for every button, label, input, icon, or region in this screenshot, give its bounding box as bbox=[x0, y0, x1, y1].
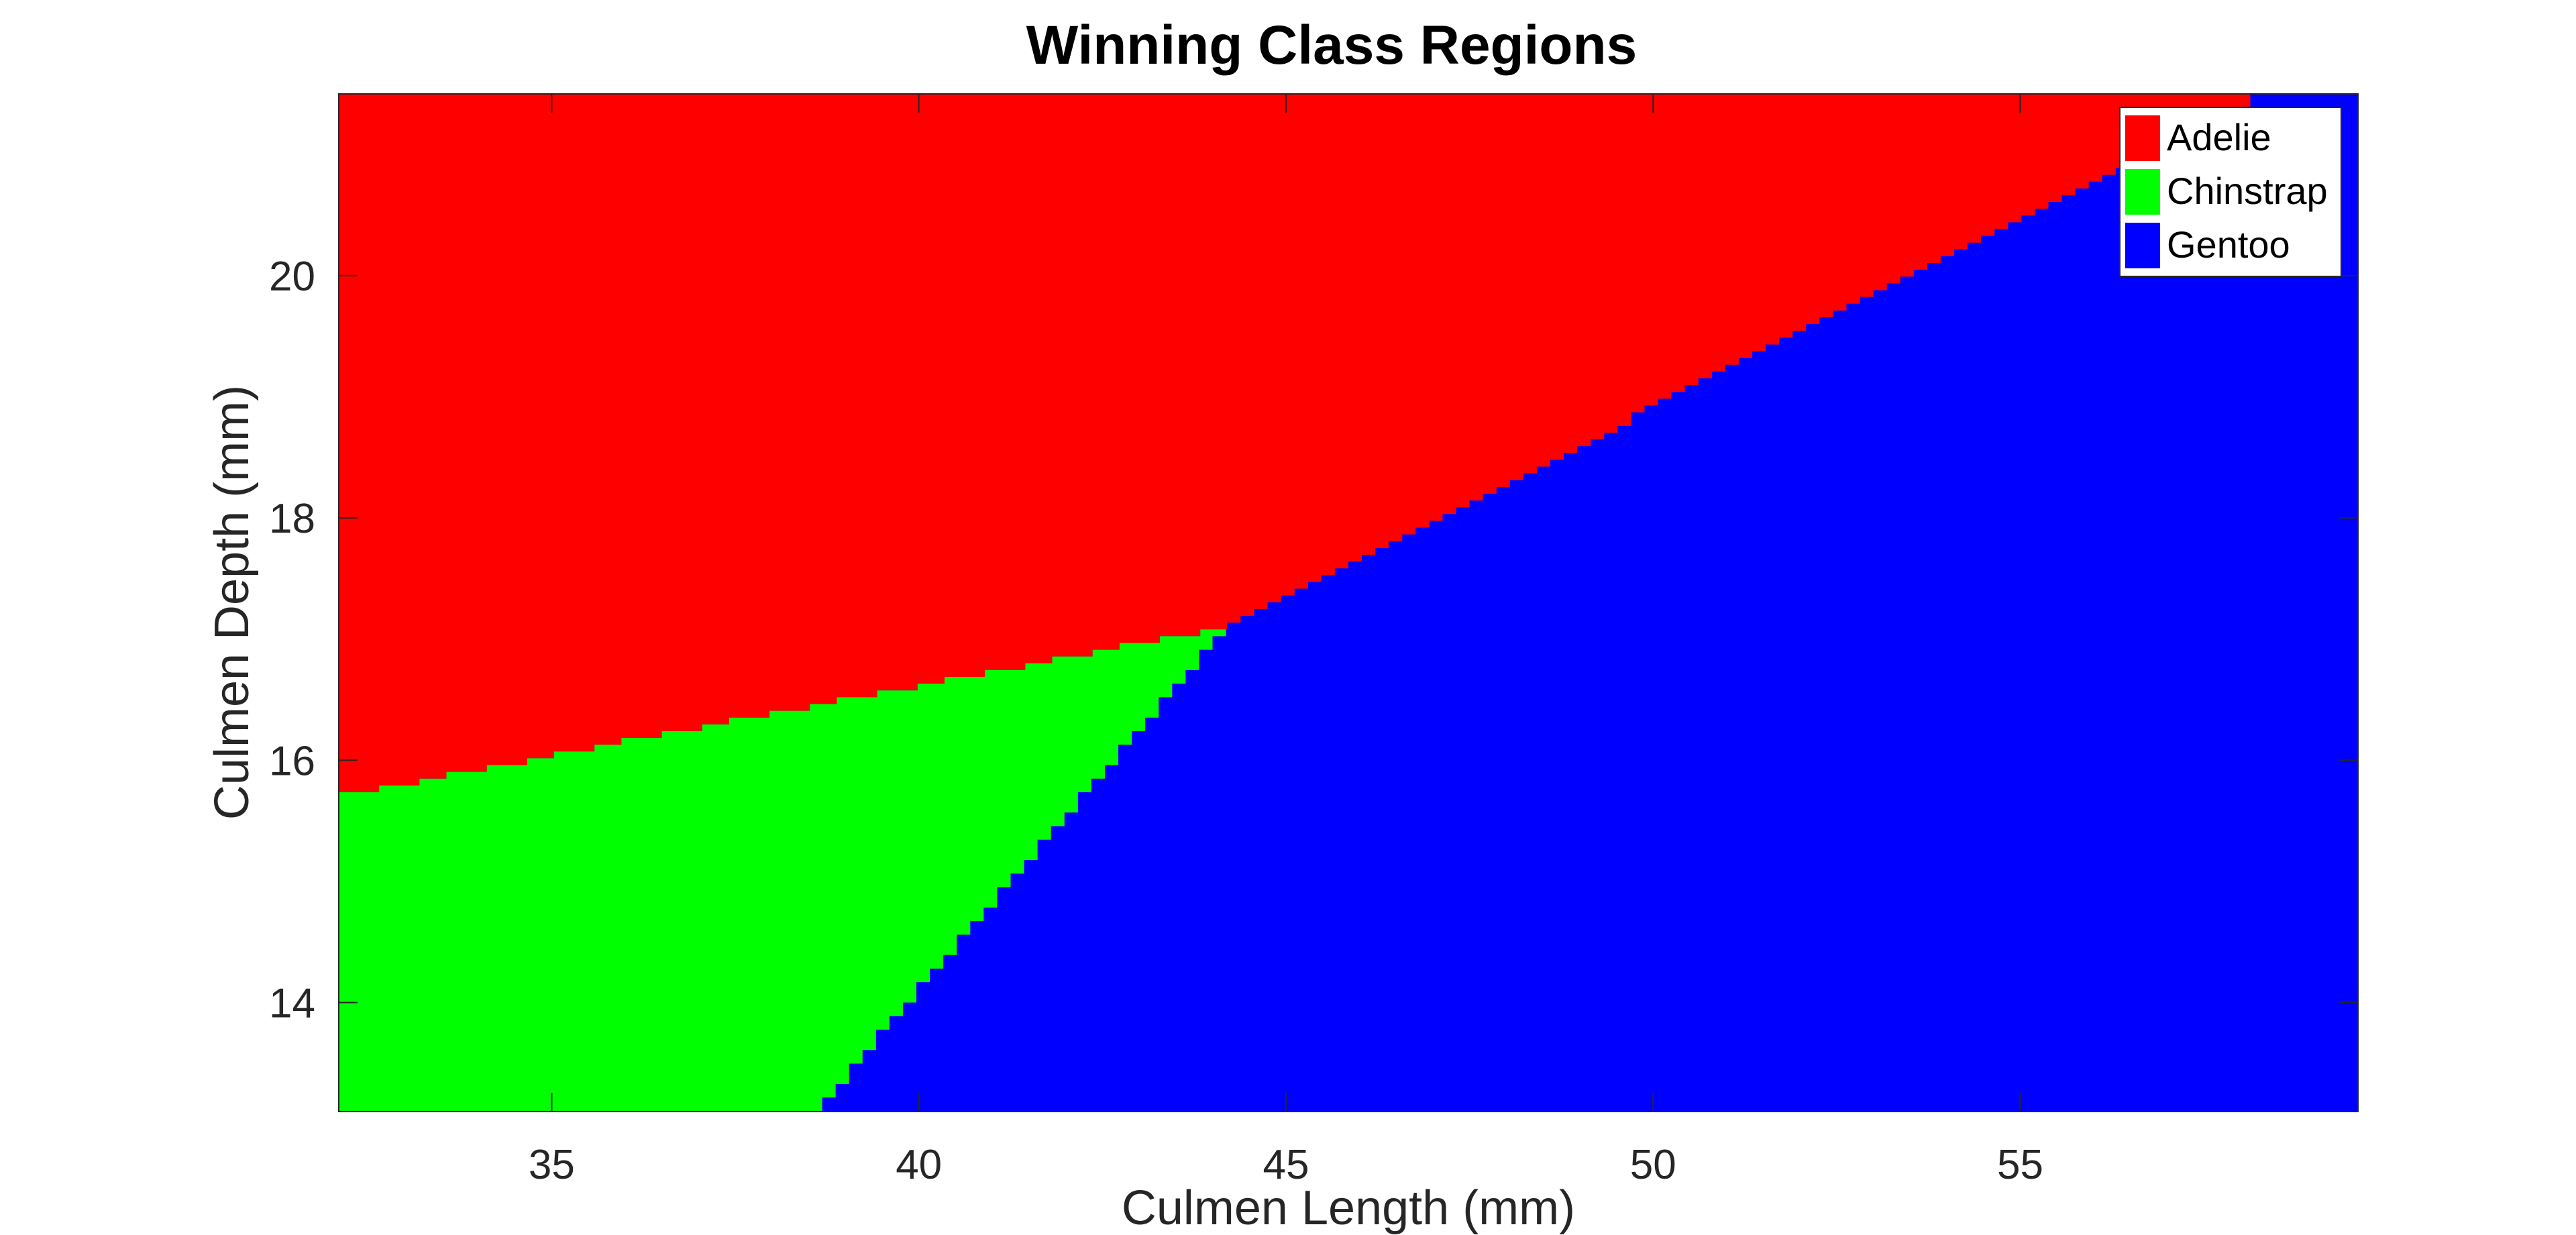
legend-label-chinstrap: Chinstrap bbox=[2167, 170, 2328, 212]
plot-frame bbox=[338, 93, 2359, 1112]
legend-swatch-adelie bbox=[2125, 115, 2160, 161]
x-tick-label: 35 bbox=[529, 1142, 575, 1188]
x-tick-label: 45 bbox=[1263, 1142, 1309, 1188]
chart-title: Winning Class Regions bbox=[1026, 15, 1637, 76]
x-axis: 35 40 45 50 55 bbox=[529, 94, 2043, 1188]
x-tick-label: 40 bbox=[896, 1142, 942, 1188]
y-tick-label: 18 bbox=[269, 496, 315, 542]
x-axis-label: Culmen Length (mm) bbox=[1122, 1181, 1575, 1235]
legend-label-gentoo: Gentoo bbox=[2167, 223, 2290, 266]
y-axis: 14 16 18 20 bbox=[269, 254, 2358, 1026]
region-adelie bbox=[339, 94, 2358, 792]
legend-label-adelie: Adelie bbox=[2167, 116, 2271, 158]
legend: Adelie Chinstrap Gentoo bbox=[2119, 107, 2342, 277]
legend-swatch-gentoo bbox=[2125, 223, 2160, 268]
y-axis-label: Culmen Depth (mm) bbox=[205, 385, 259, 820]
region-chinstrap bbox=[339, 629, 1228, 1112]
x-tick-label: 50 bbox=[1630, 1142, 1676, 1188]
plot-area bbox=[339, 94, 2358, 1112]
y-tick-label: 20 bbox=[269, 254, 315, 300]
x-tick-label: 55 bbox=[1997, 1142, 2043, 1188]
y-tick-label: 16 bbox=[269, 738, 315, 784]
y-tick-label: 14 bbox=[269, 980, 315, 1026]
legend-swatch-chinstrap bbox=[2125, 169, 2160, 215]
